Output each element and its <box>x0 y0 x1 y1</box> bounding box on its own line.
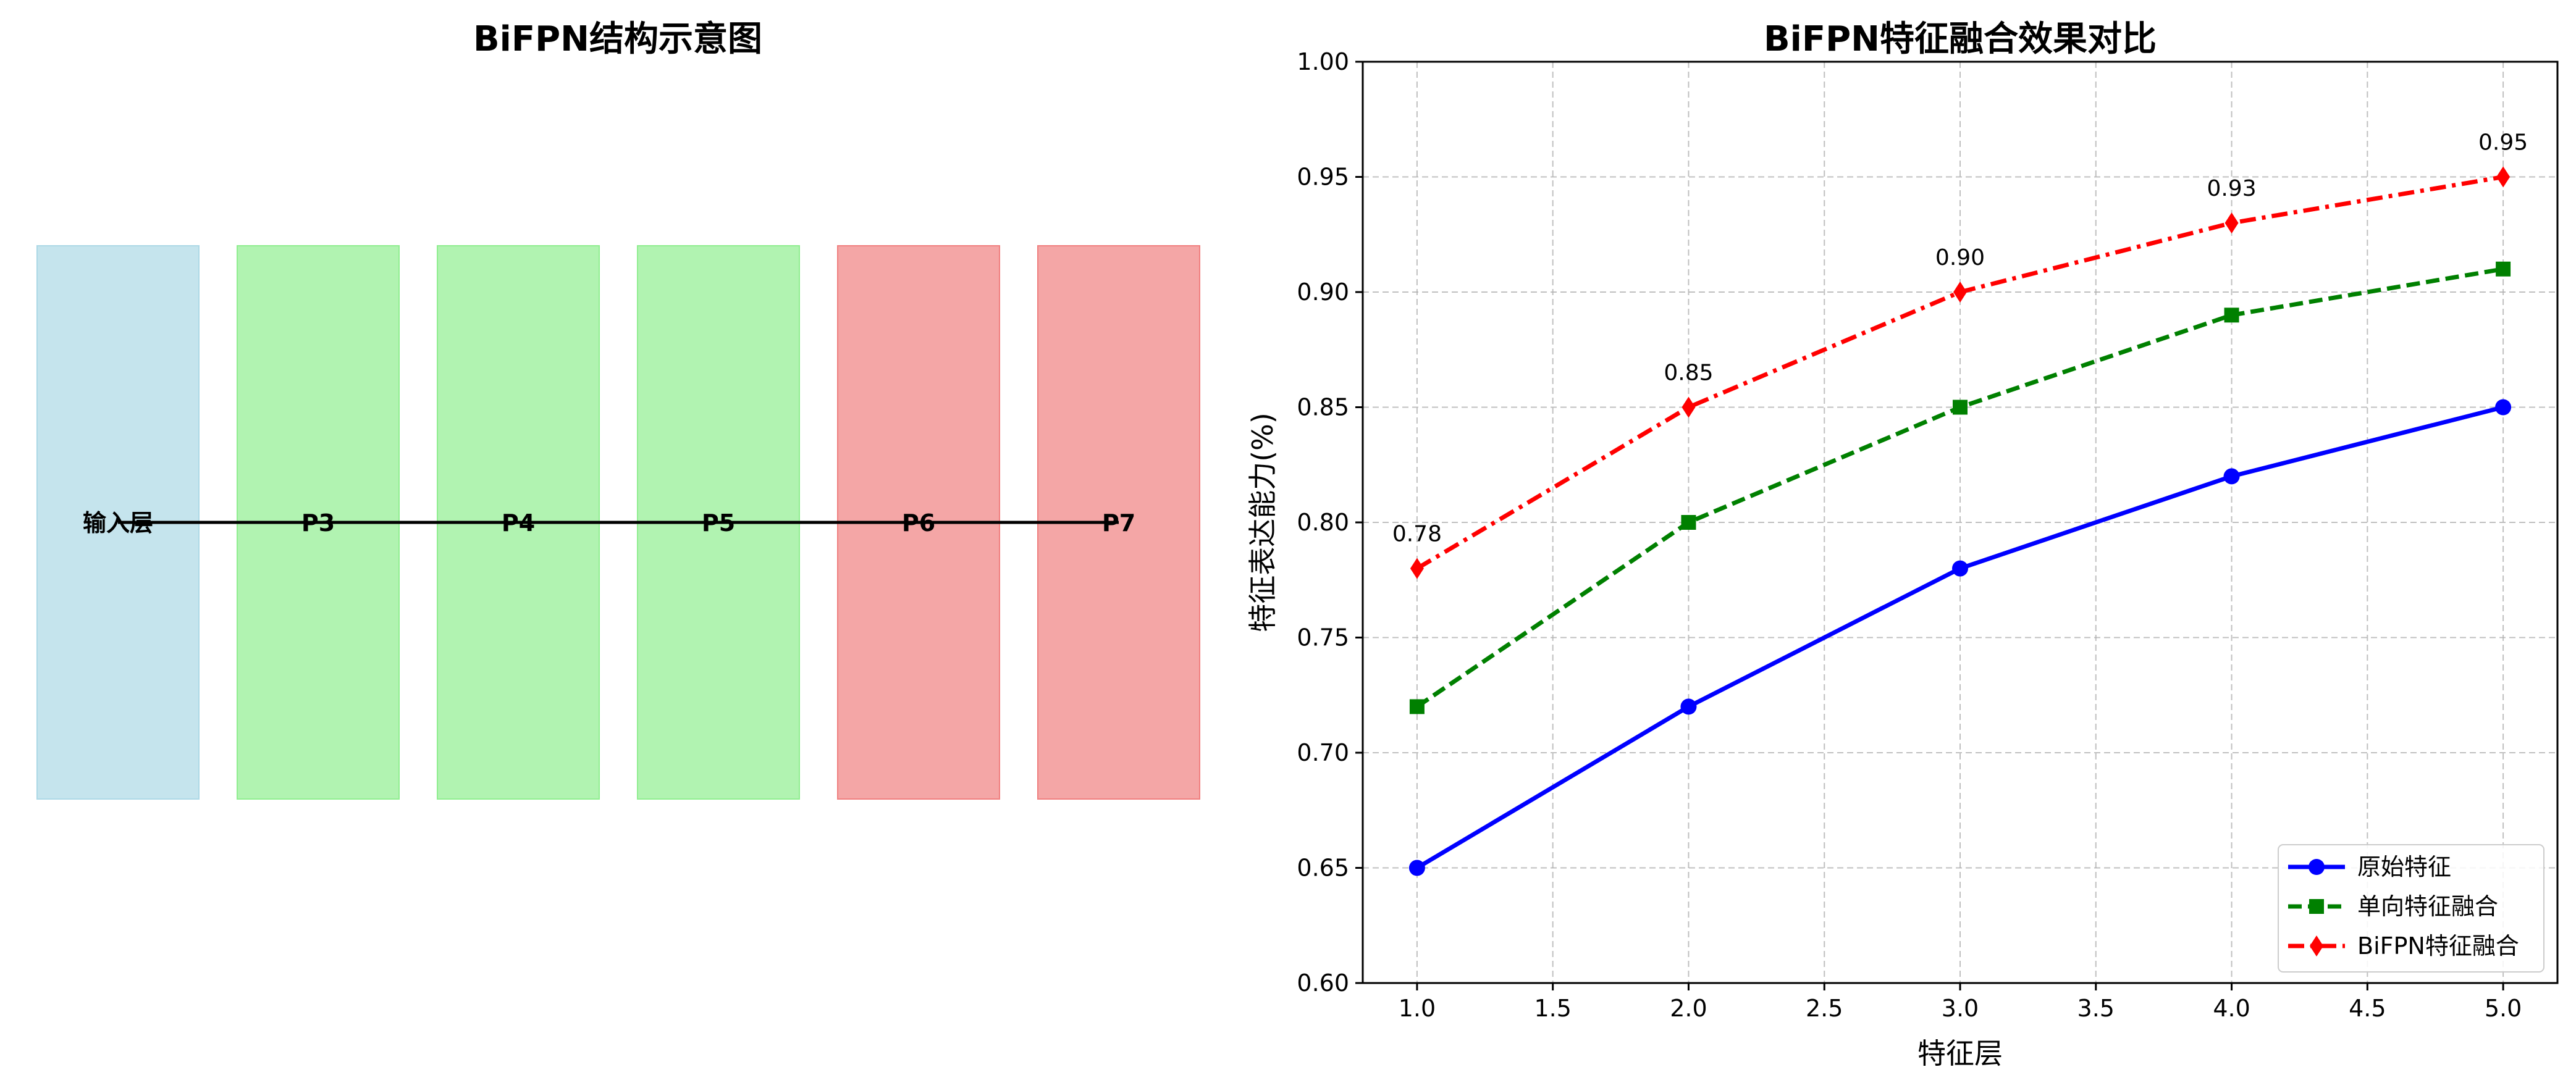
legend-label: 原始特征 <box>2357 853 2451 881</box>
data-point <box>1952 560 1968 577</box>
data-point <box>1410 558 1424 579</box>
legend-label: BiFPN特征融合 <box>2357 932 2519 960</box>
y-tick-label: 0.80 <box>1297 509 1349 536</box>
data-point <box>2496 261 2511 277</box>
y-tick-label: 0.60 <box>1297 969 1349 997</box>
y-tick-label: 0.90 <box>1297 278 1349 306</box>
data-label: 0.93 <box>2207 176 2256 201</box>
x-tick-label: 3.0 <box>1942 995 1979 1022</box>
layer-label: P3 <box>301 509 335 537</box>
data-point <box>1681 515 1696 530</box>
x-axis-label: 特征层 <box>1917 1037 2003 1070</box>
data-point <box>1409 699 1425 714</box>
data-label: 0.78 <box>1392 522 1442 547</box>
y-axis-label: 特征表达能力(%) <box>1246 412 1279 632</box>
bifpn-diagram: 输入层 P3 P4 P5 P6 P7 <box>36 245 1200 800</box>
y-tick-label: 0.65 <box>1297 855 1349 882</box>
y-tick-label: 0.70 <box>1297 739 1349 766</box>
data-label: 0.85 <box>1664 361 1713 386</box>
data-point <box>1953 400 1968 415</box>
data-point <box>2496 166 2511 188</box>
y-tick-label: 1.00 <box>1297 48 1349 75</box>
x-tick-label: 2.5 <box>1806 995 1843 1022</box>
layer-label: P5 <box>702 509 735 537</box>
x-tick-label: 4.5 <box>2349 995 2386 1022</box>
layer-label: P4 <box>502 509 535 537</box>
data-point <box>1680 698 1697 715</box>
x-tick-label: 5.0 <box>2485 995 2522 1022</box>
layer-label: P6 <box>902 509 935 537</box>
x-tick-label: 4.0 <box>2213 995 2250 1022</box>
x-tick-label: 1.0 <box>1399 995 1436 1022</box>
legend-box <box>2278 844 2544 973</box>
data-point <box>2225 212 2239 234</box>
data-label: 0.90 <box>1935 245 1985 270</box>
diagram-title: BiFPN结构示意图 <box>473 19 763 59</box>
legend-label: 单向特征融合 <box>2357 893 2498 920</box>
data-point <box>1408 860 1425 876</box>
data-point <box>2223 468 2240 485</box>
data-point <box>1682 396 1696 418</box>
legend-swatch-marker <box>2310 935 2323 956</box>
layer-label: P7 <box>1102 509 1135 537</box>
y-tick-label: 0.95 <box>1297 164 1349 191</box>
legend-swatch-marker <box>2309 859 2325 875</box>
line-chart: 1.0 1.5 2.0 2.5 3.0 3.5 4.0 4.5 5.0 0.60 0.65 0.70 0… <box>1246 48 2559 1070</box>
data-point <box>2224 308 2239 323</box>
data-point <box>1953 282 1967 303</box>
x-tick-label: 3.5 <box>2077 995 2115 1022</box>
chart-title: BiFPN特征融合效果对比 <box>1763 19 2157 59</box>
x-tick-label: 1.5 <box>1534 995 1571 1022</box>
data-label: 0.95 <box>2478 130 2528 156</box>
legend-swatch-marker <box>2309 899 2324 914</box>
y-tick-label: 0.75 <box>1297 624 1349 651</box>
x-tick-label: 2.0 <box>1670 995 1707 1022</box>
layer-label: 输入层 <box>83 509 153 537</box>
data-point <box>2495 399 2512 416</box>
y-tick-label: 0.85 <box>1297 394 1349 421</box>
